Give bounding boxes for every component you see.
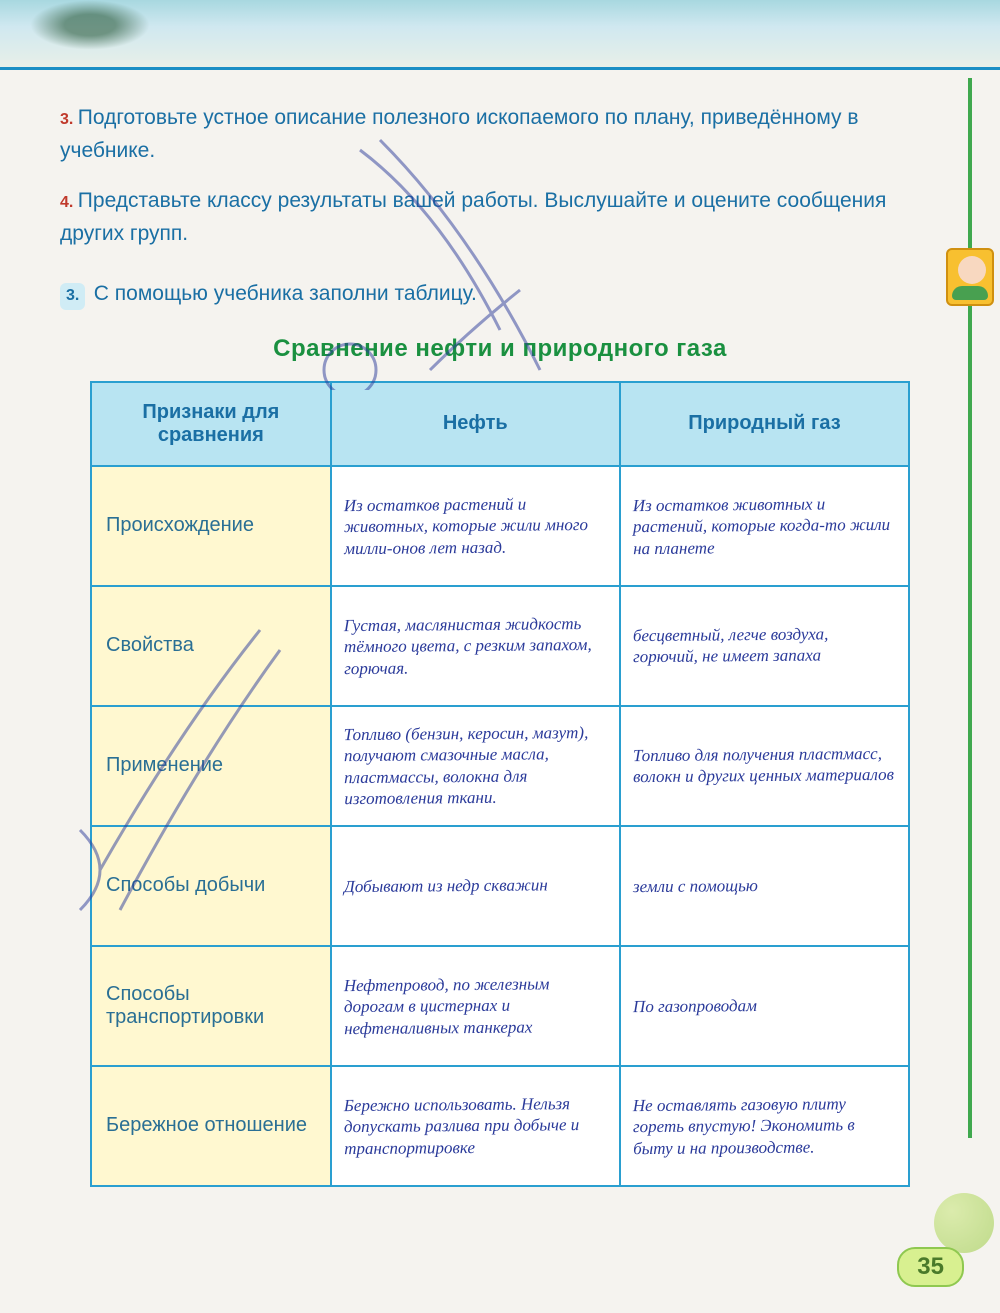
- table-title: Сравнение нефти и природного газа: [60, 335, 940, 363]
- cell: Топливо (бензин, керосин, мазут), получа…: [331, 706, 620, 826]
- row-label: Происхождение: [91, 466, 331, 586]
- task-text: Представьте классу результаты вашей рабо…: [60, 189, 886, 245]
- cell: Густая, маслянистая жидкость тёмного цве…: [331, 586, 620, 706]
- table-row: Бережное отношение Бережно использовать.…: [91, 1066, 909, 1186]
- cell: Топливо для получения пластмасс, волокн …: [620, 706, 909, 826]
- row-label: Бережное отношение: [91, 1066, 331, 1186]
- handwritten-text: Из остатков животных и растений, которые…: [633, 493, 897, 559]
- table-row: Свойства Густая, маслянистая жидкость тё…: [91, 586, 909, 706]
- handwritten-text: Топливо для получения пластмасс, волокн …: [633, 743, 896, 788]
- row-label: Применение: [91, 706, 331, 826]
- handwritten-text: Не оставлять газовую плиту гореть впусту…: [633, 1093, 897, 1159]
- comparison-table: Признаки для сравнения Нефть Природный г…: [90, 381, 910, 1187]
- task-number: 4.: [60, 194, 73, 211]
- table-row: Способы транспортировки Нефтепровод, по …: [91, 946, 909, 1066]
- col-header: Нефть: [331, 382, 620, 466]
- task-item: 3. С помощью учебника заполни таблицу.: [60, 278, 940, 311]
- cell: Из остатков животных и растений, которые…: [620, 466, 909, 586]
- handwritten-text: земли с помощью: [633, 874, 896, 898]
- task-item: 3. Подготовьте устное описание полезного…: [60, 102, 940, 167]
- col-header: Признаки для сравнения: [91, 382, 331, 466]
- row-label: Свойства: [91, 586, 331, 706]
- cell: бесцветный, легче воздуха, горючий, не и…: [620, 586, 909, 706]
- task-text: С помощью учебника заполни таблицу.: [94, 282, 477, 305]
- handwritten-text: По газопроводам: [633, 994, 896, 1018]
- table-header-row: Признаки для сравнения Нефть Природный г…: [91, 382, 909, 466]
- task-text: Подготовьте устное описание полезного ис…: [60, 106, 858, 162]
- task-item: 4. Представьте классу результаты вашей р…: [60, 185, 940, 250]
- cell: Из остатков растений и животных, которые…: [331, 466, 620, 586]
- page-number: 35: [897, 1247, 964, 1287]
- handwritten-text: Топливо (бензин, керосин, мазут), получа…: [343, 722, 607, 809]
- handwritten-text: бесцветный, легче воздуха, горючий, не и…: [633, 623, 896, 668]
- task-number: 3.: [60, 111, 73, 128]
- col-header: Природный газ: [620, 382, 909, 466]
- cell: По газопроводам: [620, 946, 909, 1066]
- table-row: Способы добычи Добывают из недр скважин …: [91, 826, 909, 946]
- cell: Нефтепровод, по железным дорогам в цисте…: [331, 946, 620, 1066]
- handwritten-text: Бережно использовать. Нельзя допускать р…: [343, 1093, 607, 1159]
- cell: земли с помощью: [620, 826, 909, 946]
- header-banner: [0, 0, 1000, 70]
- table-row: Происхождение Из остатков растений и жив…: [91, 466, 909, 586]
- table-row: Применение Топливо (бензин, керосин, маз…: [91, 706, 909, 826]
- row-label: Способы добычи: [91, 826, 331, 946]
- cell: Добывают из недр скважин: [331, 826, 620, 946]
- handwritten-text: Густая, маслянистая жидкость тёмного цве…: [343, 613, 607, 679]
- handwritten-text: Из остатков растений и животных, которые…: [343, 493, 607, 559]
- task-number: 3.: [60, 283, 85, 310]
- handwritten-text: Нефтепровод, по железным дорогам в цисте…: [343, 973, 607, 1039]
- page-content: 3. Подготовьте устное описание полезного…: [0, 70, 1000, 1207]
- cell: Не оставлять газовую плиту гореть впусту…: [620, 1066, 909, 1186]
- handwritten-text: Добывают из недр скважин: [344, 874, 607, 898]
- cell: Бережно использовать. Нельзя допускать р…: [331, 1066, 620, 1186]
- row-label: Способы транспортировки: [91, 946, 331, 1066]
